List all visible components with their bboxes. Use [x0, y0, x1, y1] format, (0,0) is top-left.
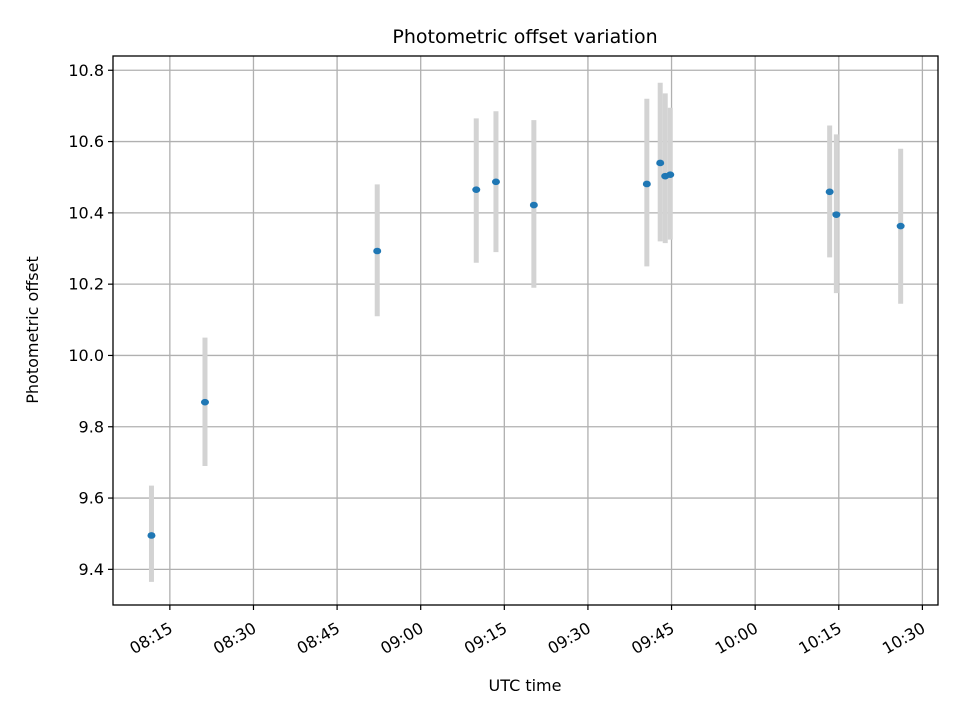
y-tick-label: 10.4	[68, 203, 104, 222]
data-point	[529, 201, 538, 209]
x-tick-label: 09:00	[377, 618, 426, 658]
x-tick-label: 08:30	[210, 618, 259, 658]
y-tick-label: 10.2	[68, 275, 104, 294]
data-point	[642, 180, 651, 188]
data-point	[832, 211, 841, 218]
y-tick-label: 10.8	[68, 61, 104, 80]
y-tick-label: 10.0	[68, 346, 104, 365]
data-point	[825, 188, 834, 196]
data-point	[147, 532, 156, 539]
data-point	[666, 171, 675, 179]
plot-frame	[112, 55, 939, 606]
x-tick-label: 09:45	[628, 618, 677, 658]
data-point	[200, 398, 209, 406]
x-tick-label: 10:15	[795, 618, 844, 658]
errorbar-layer	[148, 82, 904, 582]
x-tick-label: 10:00	[712, 618, 761, 658]
data-point	[373, 247, 382, 255]
point-layer	[147, 159, 905, 539]
x-tick-label: 08:15	[126, 618, 175, 658]
data-point	[472, 186, 481, 193]
data-point	[656, 159, 665, 167]
data-point	[491, 178, 500, 186]
y-tick-label: 10.6	[68, 132, 104, 151]
grid-layer	[113, 56, 938, 605]
y-tick-label: 9.6	[79, 489, 104, 508]
x-tick-label: 08:45	[294, 618, 343, 658]
y-axis-title: Photometric offset	[23, 256, 42, 404]
chart-title: Photometric offset variation	[392, 26, 657, 48]
data-point	[896, 222, 905, 230]
x-tick-label: 09:15	[461, 618, 510, 658]
x-tick-label: 09:30	[545, 618, 594, 658]
y-tick-label: 9.8	[79, 417, 104, 436]
x-axis-title: UTC time	[489, 676, 562, 695]
y-tick-label: 9.4	[79, 560, 104, 579]
x-tick-label: 10:30	[879, 618, 928, 658]
